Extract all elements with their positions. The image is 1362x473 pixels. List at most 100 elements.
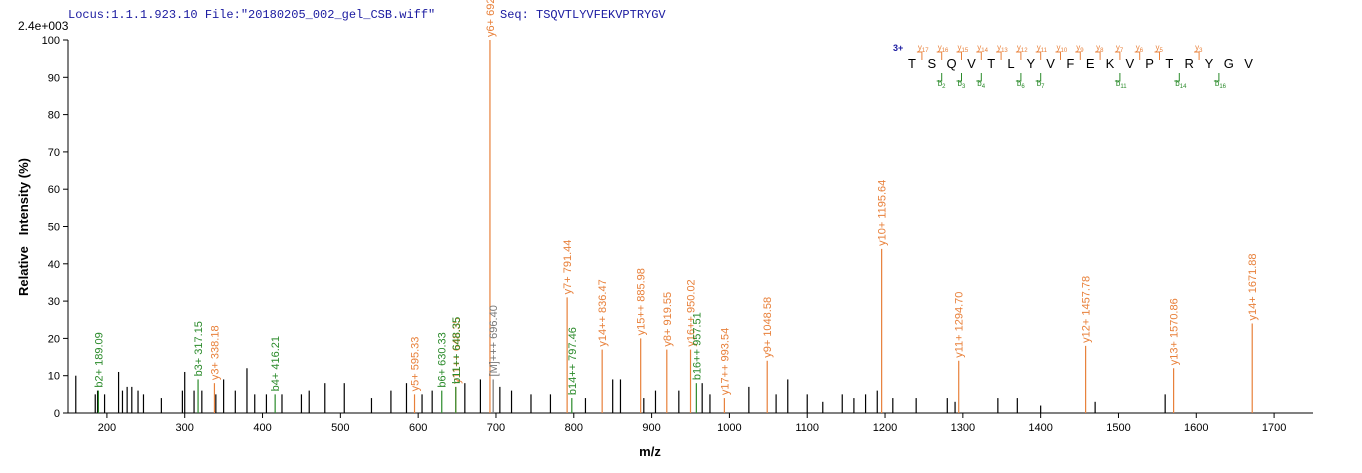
- residue: V: [1125, 56, 1134, 71]
- y-tick-label: 100: [42, 35, 60, 47]
- y-ion-label: y5: [1156, 43, 1164, 54]
- peak-label: b11++ 648.35: [451, 317, 463, 384]
- peak-label: y8+ 919.55: [662, 292, 674, 347]
- ion-number: 17: [922, 48, 929, 54]
- peak-label: b2+ 189.09: [93, 332, 105, 387]
- b-ion-label: b3: [958, 79, 966, 90]
- residue: Q: [947, 56, 957, 71]
- ion-type: y: [1136, 43, 1140, 52]
- y-tick-label: 0: [54, 408, 60, 420]
- ion-number: 12: [1021, 48, 1028, 54]
- residue: T: [987, 56, 995, 71]
- y-ion-bracket: [1154, 51, 1160, 60]
- y-ion-label: y14: [977, 43, 988, 54]
- x-tick-label: 1000: [717, 422, 741, 434]
- y-tick-label: 70: [48, 147, 60, 159]
- ion-number: 3: [1199, 48, 1203, 54]
- x-tick-label: 900: [642, 422, 660, 434]
- ion-number: 7: [1041, 84, 1045, 90]
- x-tick-label: 1600: [1184, 422, 1208, 434]
- peak-label: y9+ 1048.58: [762, 297, 774, 358]
- y-ion-bracket: [996, 51, 1002, 60]
- ion-number: 14: [1180, 84, 1187, 90]
- y-ion-bracket: [916, 51, 923, 60]
- y-ion-label: y15: [958, 43, 969, 54]
- y-ion-label: y16: [938, 43, 949, 54]
- ion-number: 6: [1140, 48, 1144, 54]
- ion-type: y: [977, 43, 981, 52]
- y-ion-bracket: [1194, 51, 1200, 60]
- x-tick-label: 200: [98, 422, 116, 434]
- b-ion-label: b16: [1215, 79, 1227, 90]
- ion-number: 16: [1219, 84, 1226, 90]
- b-ion-label: b11: [1116, 79, 1127, 90]
- residue: L: [1007, 56, 1014, 71]
- ion-number: 5: [1160, 48, 1164, 54]
- residue: V: [1244, 56, 1253, 71]
- peak-label: b6+ 630.33: [437, 332, 449, 387]
- peak-label: y11+ 1294.70: [954, 292, 966, 358]
- ion-number: 15: [962, 48, 969, 54]
- b-ion-label: b7: [1037, 79, 1045, 90]
- peak-label: y14++ 836.47: [597, 279, 609, 346]
- y-tick-label: 90: [48, 72, 60, 84]
- ion-type: y: [958, 43, 962, 52]
- ion-type: y: [1195, 43, 1199, 52]
- peak-label: b14++ 797.46: [567, 327, 579, 395]
- y-ion-label: y3: [1195, 43, 1203, 54]
- ion-type: y: [1076, 43, 1080, 52]
- residue: Y: [1026, 56, 1035, 71]
- peak-label: y12+ 1457.78: [1081, 276, 1093, 343]
- b-ion-bracket: [976, 73, 982, 82]
- chart-subtitle: Seq: TSQVTLYVFEKVPTRYGV: [500, 8, 666, 22]
- ion-number: 2: [942, 84, 946, 90]
- peak-label: y16++ 950.02: [686, 279, 698, 346]
- x-tick-label: 1400: [1028, 422, 1052, 434]
- peak-label: y5+ 595.33: [410, 337, 422, 392]
- y-tick-label: 20: [48, 333, 60, 345]
- x-tick-label: 600: [409, 422, 427, 434]
- peak-label: b3+ 317.15: [193, 321, 205, 376]
- residue: V: [967, 56, 976, 71]
- y-ion-label: y8: [1096, 43, 1104, 54]
- y-ion-bracket: [1035, 51, 1042, 60]
- scale-label: 2.4e+003: [18, 19, 69, 33]
- ion-number: 16: [942, 48, 949, 54]
- x-axis-label: m/z: [639, 444, 661, 459]
- ion-type: b: [938, 79, 943, 88]
- peak-label: y17++ 993.54: [719, 328, 731, 395]
- ion-number: 11: [1041, 48, 1048, 54]
- y-ion-label: y10: [1057, 43, 1068, 54]
- peak-label: y6+ 692.27: [485, 0, 497, 37]
- x-tick-label: 1700: [1262, 422, 1286, 434]
- y-ion-bracket: [1095, 51, 1101, 60]
- residue: F: [1066, 56, 1074, 71]
- peak-label: b16++ 957.51: [691, 312, 703, 380]
- y-ion-label: y11: [1037, 43, 1048, 54]
- ion-number: 6: [1021, 84, 1025, 90]
- y-tick-label: 30: [48, 296, 60, 308]
- residue: Y: [1205, 56, 1214, 71]
- x-tick-label: 400: [253, 422, 271, 434]
- residue: K: [1106, 56, 1115, 71]
- x-tick-label: 500: [331, 422, 349, 434]
- y-axis-label: Relative Intensity (%): [16, 158, 31, 296]
- x-tick-label: 800: [565, 422, 583, 434]
- ion-number: 8: [1100, 48, 1104, 54]
- ion-type: y: [1156, 43, 1160, 52]
- y-ion-bracket: [976, 51, 982, 60]
- x-tick-label: 1100: [795, 422, 819, 434]
- y-ion-bracket: [1075, 51, 1081, 60]
- ion-number: 14: [981, 48, 988, 54]
- y-ion-label: y6: [1136, 43, 1144, 54]
- ion-type: b: [1116, 79, 1121, 88]
- ion-type: b: [1215, 79, 1220, 88]
- x-tick-label: 300: [176, 422, 194, 434]
- peak-label: [M]+++ 696.40: [488, 305, 500, 376]
- y-ion-bracket: [956, 51, 962, 60]
- y-ion-bracket: [1134, 51, 1141, 60]
- ion-number: 13: [1001, 48, 1008, 54]
- residue: P: [1145, 56, 1154, 71]
- b-ion-bracket: [1015, 73, 1022, 82]
